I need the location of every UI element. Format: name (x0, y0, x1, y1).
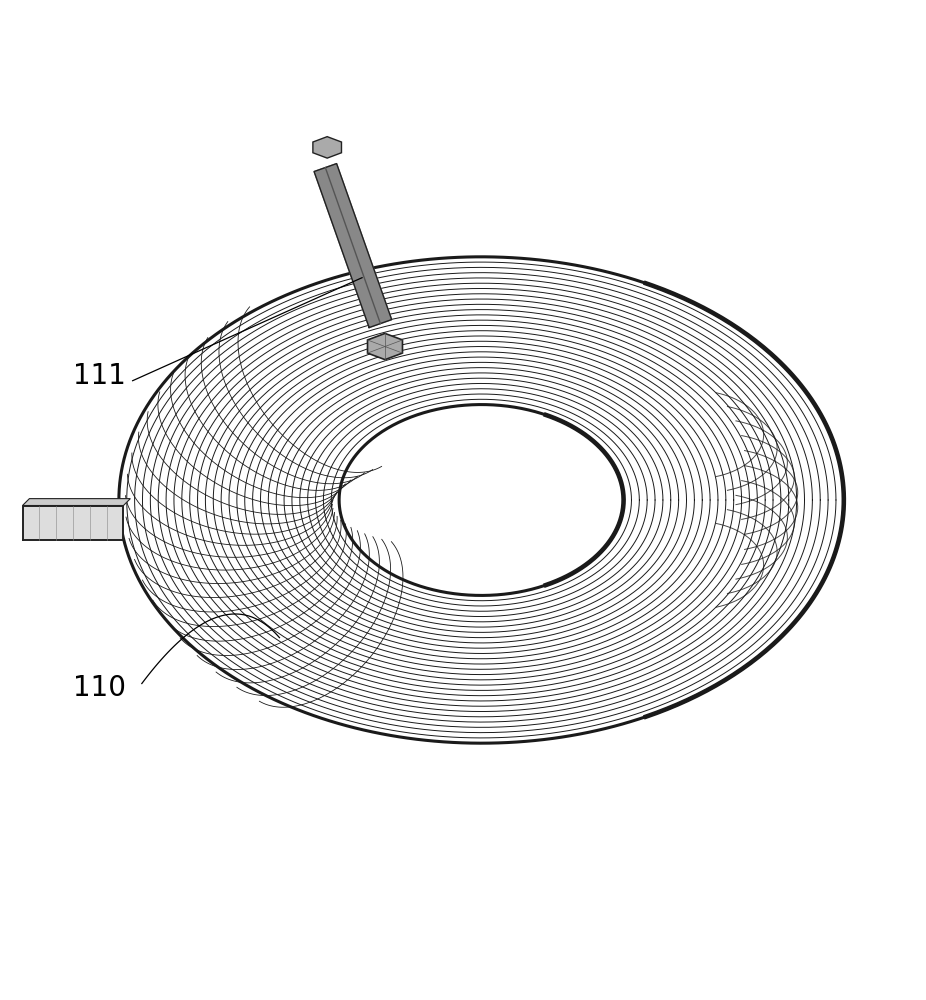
Polygon shape (22, 499, 131, 506)
Polygon shape (22, 506, 123, 540)
Text: 111: 111 (73, 362, 126, 390)
Text: 110: 110 (73, 674, 126, 702)
Polygon shape (314, 164, 392, 328)
Polygon shape (368, 333, 403, 360)
Polygon shape (313, 137, 342, 158)
